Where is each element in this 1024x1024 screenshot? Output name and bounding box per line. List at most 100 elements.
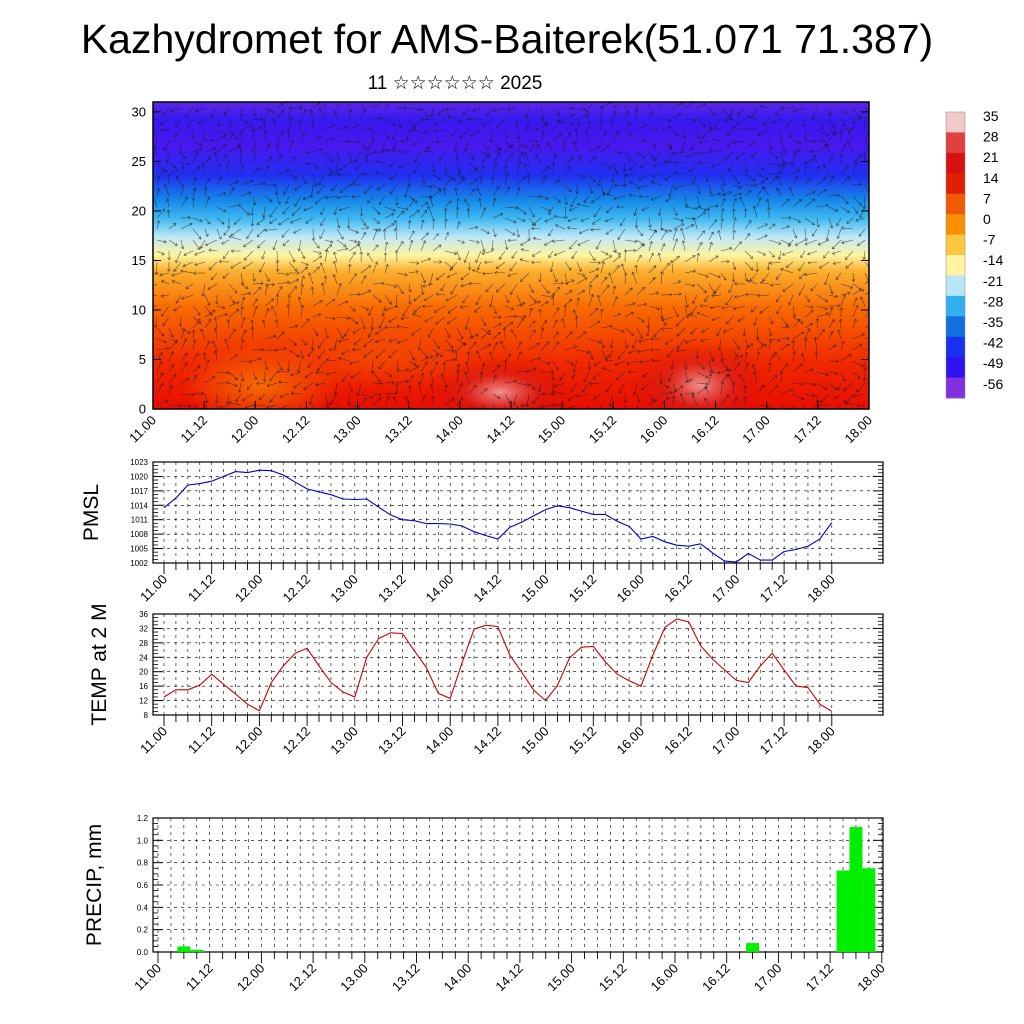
wind-vector [852, 107, 861, 119]
wind-vector [276, 109, 285, 120]
wind-vector [504, 294, 510, 304]
wind-vector [613, 195, 626, 201]
colorbar-label: 35 [983, 108, 999, 124]
wind-vector [648, 252, 654, 263]
wind-vector [272, 239, 278, 251]
wind-vector [616, 205, 626, 209]
heatmap-xtick-label: 13.00 [330, 413, 364, 447]
xtick-label: 15.00 [544, 961, 578, 995]
wind-vector [204, 138, 214, 143]
wind-vector [187, 118, 194, 128]
xtick-label: 17.12 [803, 961, 837, 995]
wind-vector [360, 140, 366, 150]
wind-vector [779, 130, 783, 140]
wind-vector [612, 255, 621, 263]
wind-vector [276, 169, 290, 175]
wind-vector [552, 281, 564, 286]
wind-vector [445, 107, 458, 112]
wind-vector [816, 217, 820, 228]
wind-vector [623, 272, 628, 285]
panel-ylabel: PRECIP, mm [83, 824, 106, 946]
wind-vector [228, 235, 242, 241]
wind-vector [516, 129, 521, 140]
xtick-label: 14.00 [423, 724, 457, 758]
wind-vector [167, 250, 171, 261]
wind-vector [801, 118, 806, 128]
wind-vector [524, 151, 530, 164]
wind-vector [708, 204, 719, 208]
xtick-label: 18.00 [804, 572, 838, 606]
wind-vector [768, 250, 775, 258]
wind-vector [396, 210, 405, 219]
wind-vector [648, 291, 659, 296]
wind-vector [705, 173, 710, 182]
wind-vector [412, 162, 422, 174]
wind-vector [484, 260, 494, 265]
wind-vector [204, 147, 217, 153]
wind-vector [272, 118, 278, 131]
wind-vector [762, 186, 770, 197]
wind-vector [160, 128, 170, 132]
wind-vector [312, 239, 320, 249]
wind-vector [684, 195, 689, 208]
wind-vector [475, 294, 482, 306]
wind-vector [591, 195, 602, 204]
wind-vector [511, 250, 518, 259]
ytick-label: 32 [139, 624, 148, 633]
wind-vector [804, 217, 815, 226]
wind-vector [599, 120, 604, 131]
wind-vector [472, 269, 482, 274]
wind-vector [775, 107, 782, 116]
wind-vector [604, 217, 614, 223]
wind-vector [732, 192, 742, 197]
wind-vector [192, 165, 201, 175]
wind-vector [312, 162, 319, 170]
wind-vector [293, 228, 302, 234]
wind-vector [816, 305, 828, 310]
wind-vector [336, 195, 350, 200]
wind-vector [364, 159, 374, 164]
xtick-label: 17.12 [757, 724, 791, 758]
wind-vector [504, 228, 516, 236]
wind-vector [720, 107, 731, 118]
wind-vector [160, 294, 170, 298]
precip-bar [190, 949, 204, 952]
wind-vector [516, 301, 526, 307]
wind-vector [264, 195, 272, 202]
wind-vector [781, 106, 794, 110]
wind-vector [670, 260, 674, 274]
wind-vector [624, 287, 633, 296]
wind-vector [156, 188, 161, 197]
wind-vector [788, 239, 794, 247]
wind-vector [756, 250, 766, 256]
wind-vector [392, 140, 398, 151]
wind-vector [804, 239, 818, 246]
wind-vector [732, 261, 737, 270]
wind-vector [264, 143, 271, 153]
wind-vector [631, 271, 638, 285]
wind-vector [224, 154, 230, 164]
wind-vector [684, 255, 696, 263]
wind-vector [227, 217, 231, 229]
wind-vector [696, 242, 703, 252]
xtick-label: 11.00 [137, 572, 170, 605]
colorbar-label: 7 [983, 190, 991, 206]
wind-vector [333, 260, 338, 274]
wind-vector [252, 281, 264, 286]
wind-vector [276, 103, 285, 109]
wind-vector [312, 250, 322, 255]
wind-vector [684, 102, 696, 109]
wind-vector [812, 228, 818, 237]
wind-vector [777, 250, 782, 260]
wind-vector [588, 268, 600, 274]
xtick-label: 11.12 [185, 724, 218, 757]
wind-vector [840, 294, 846, 307]
wind-vector [476, 261, 482, 271]
wind-vector [836, 228, 842, 239]
wind-vector [726, 129, 734, 136]
wind-vector [412, 140, 422, 146]
wind-vector [252, 117, 264, 122]
wind-vector [153, 107, 158, 111]
wind-vector [360, 108, 366, 120]
